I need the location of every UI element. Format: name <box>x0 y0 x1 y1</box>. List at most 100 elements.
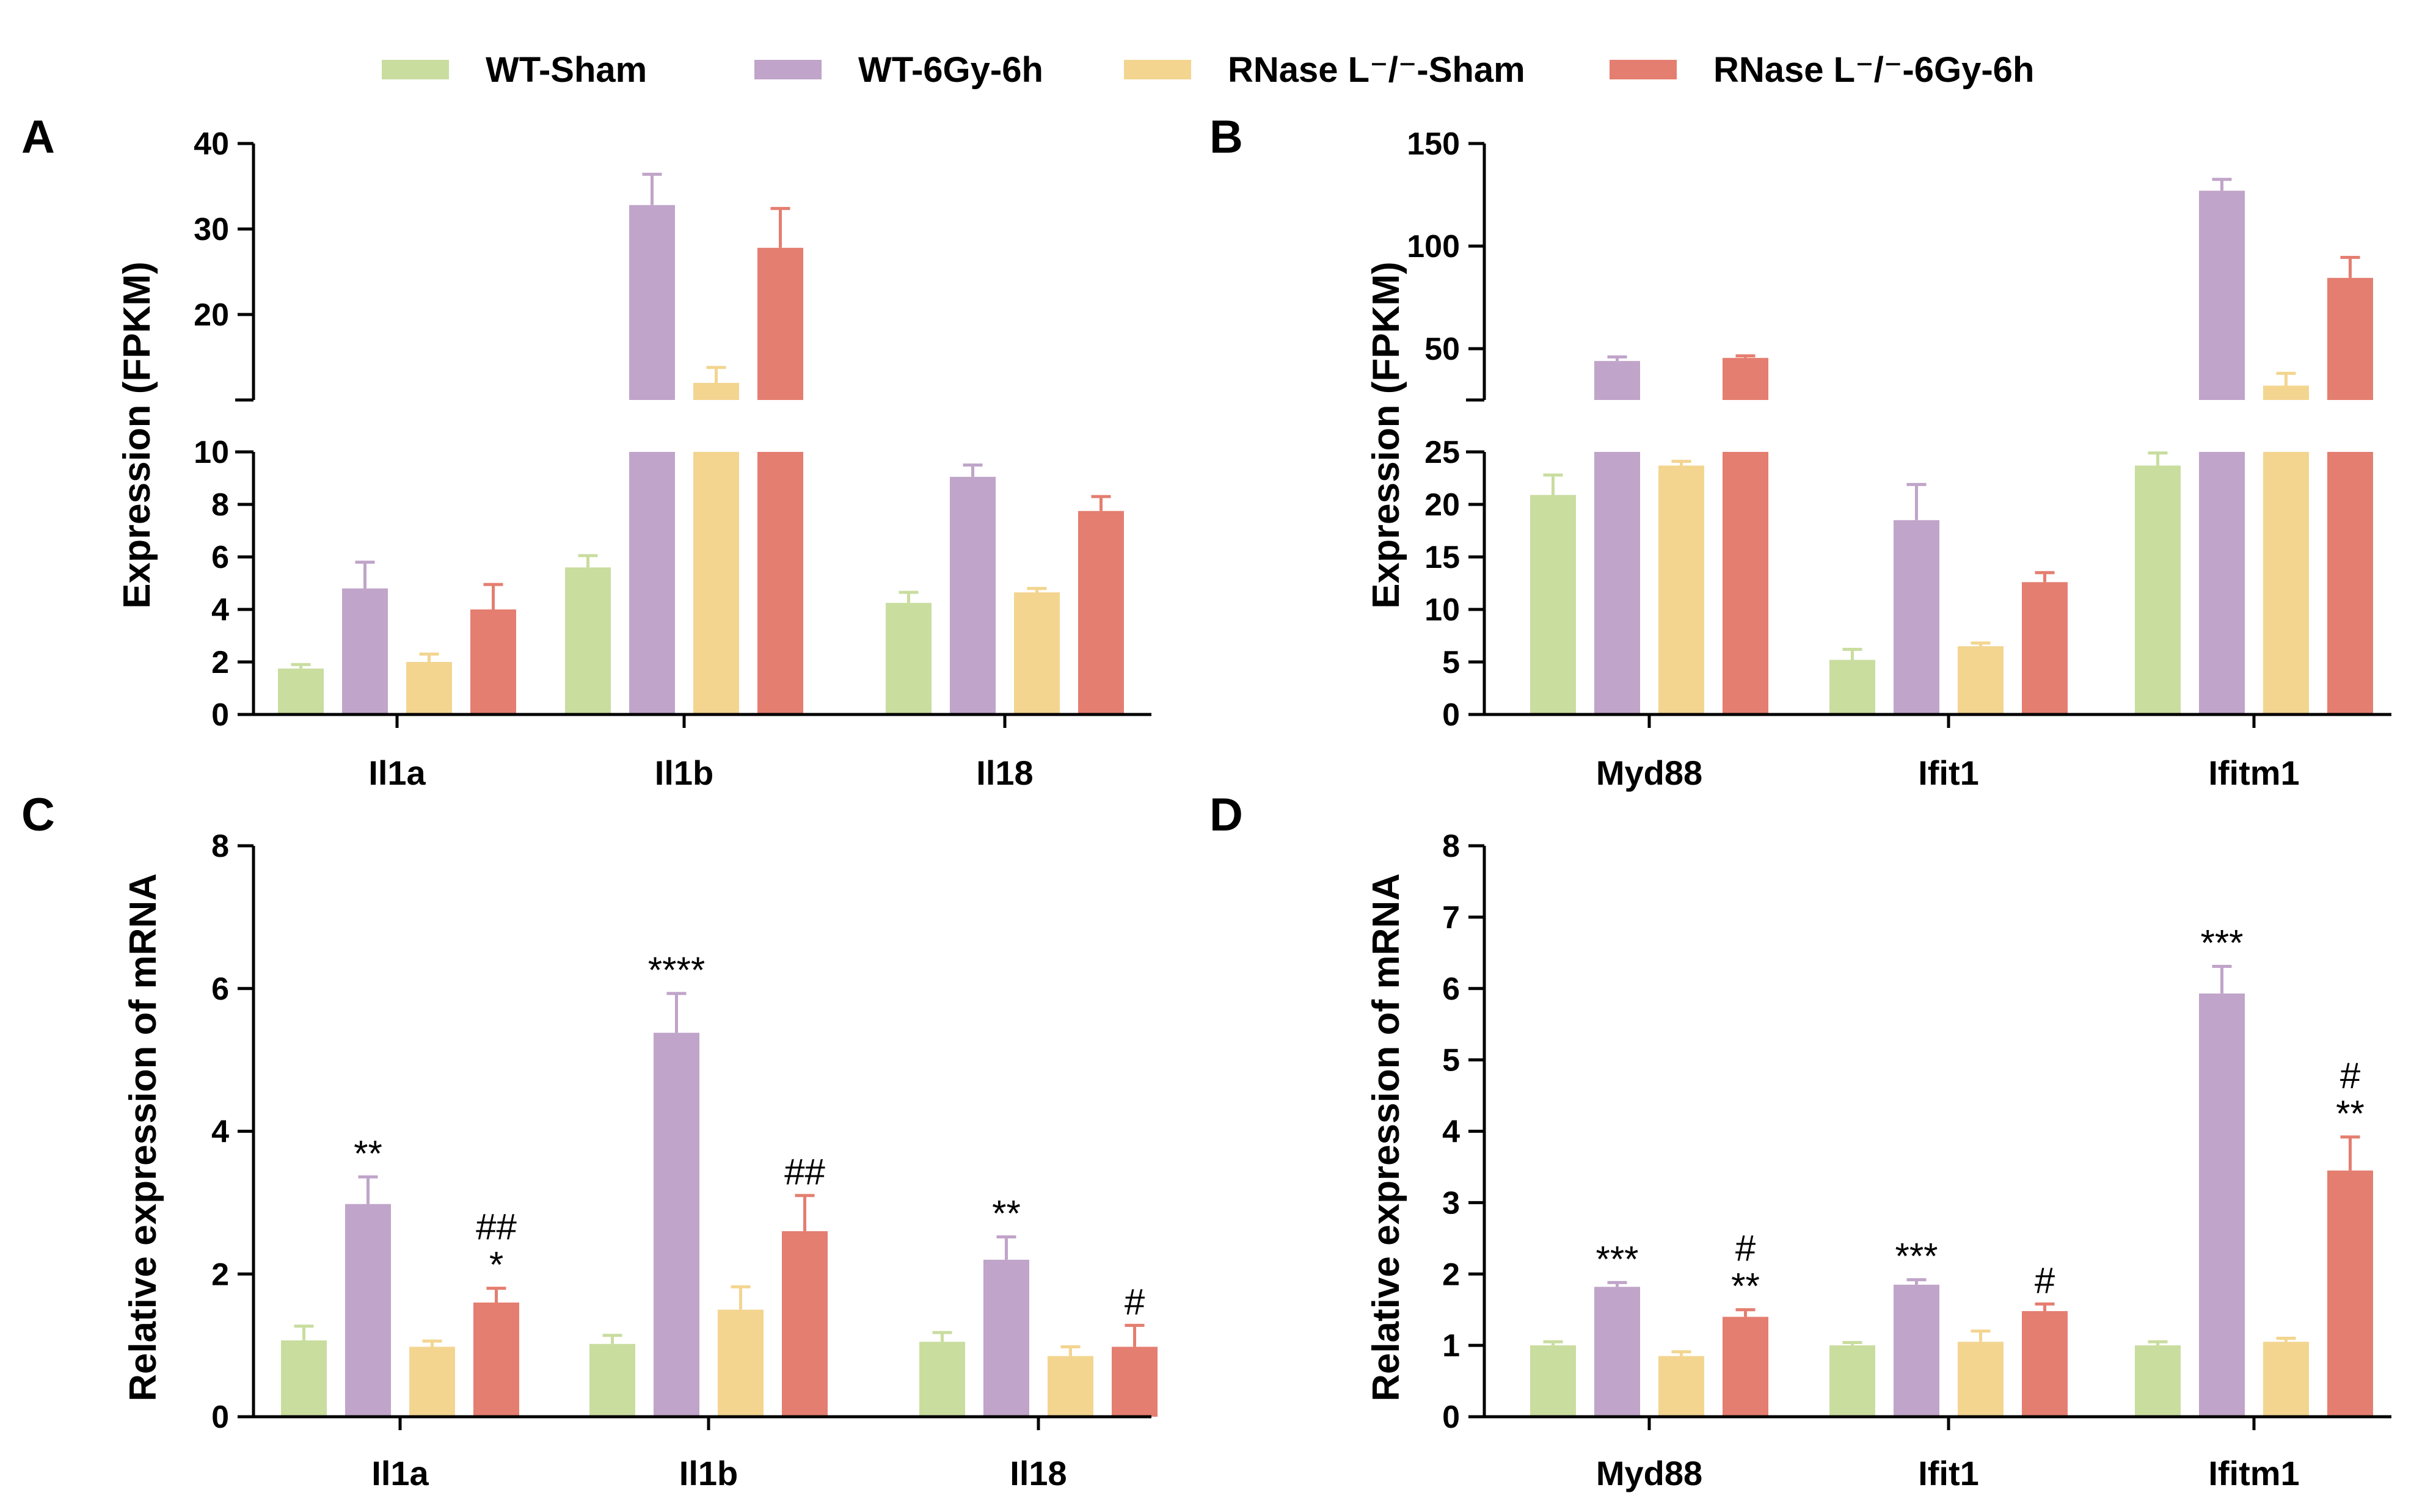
significance-mark: *** <box>1895 1236 1938 1277</box>
bar-rect <box>2327 1170 2373 1417</box>
y-tick-label: 6 <box>1442 972 1460 1007</box>
y-tick-label: 150 <box>1407 126 1460 162</box>
y-tick-label: 4 <box>1442 1114 1460 1150</box>
y-tick-label: 40 <box>194 126 229 162</box>
significance-mark: ** <box>2336 1093 2365 1134</box>
significance-mark: ** <box>992 1193 1021 1234</box>
bar <box>1112 1323 1158 1417</box>
significance-mark: # <box>2340 1055 2361 1096</box>
bar <box>565 554 611 714</box>
legend-item: WT-6Gy-6h <box>754 50 1043 90</box>
significance-mark: # <box>1735 1228 1756 1269</box>
bar <box>2199 965 2245 1417</box>
significance-mark: *** <box>2200 923 2243 964</box>
legend-label: RNase L⁻/⁻-6Gy-6h <box>1713 50 2034 90</box>
significance-mark: # <box>2035 1260 2055 1301</box>
significance-mark: *** <box>1595 1238 1638 1279</box>
y-tick-label: 30 <box>194 212 229 247</box>
legend-label: WT-Sham <box>486 50 647 90</box>
bar <box>718 1285 764 1417</box>
bar <box>278 663 324 714</box>
bar-rect <box>409 1347 455 1417</box>
category-label: Il1b <box>655 754 713 792</box>
bar <box>1658 459 1704 714</box>
legend-label: WT-6Gy-6h <box>858 50 1043 90</box>
bar-lower-segment <box>2327 452 2373 714</box>
y-tick-label: 7 <box>1442 900 1460 936</box>
bar <box>983 1235 1029 1417</box>
bar-lower-segment <box>342 588 388 714</box>
bar <box>919 1331 965 1417</box>
bar-upper-segment <box>2263 385 2309 400</box>
bar <box>1530 473 1576 714</box>
y-tick-label: 4 <box>211 1114 229 1150</box>
bar <box>345 1175 391 1417</box>
category-label: Ifitm1 <box>2208 754 2299 792</box>
bar-lower-segment <box>470 609 516 714</box>
y-tick-label: 4 <box>211 592 229 628</box>
bar <box>1958 1329 2004 1417</box>
bar <box>342 561 388 714</box>
significance-mark: ## <box>476 1207 517 1248</box>
bar-rect <box>1658 1356 1704 1417</box>
bar-rect <box>589 1343 635 1417</box>
bar <box>654 992 699 1417</box>
bar-rect <box>2199 993 2245 1417</box>
bar-lower-segment <box>1594 452 1640 714</box>
bar-lower-segment <box>629 452 675 714</box>
bar <box>1829 1340 1875 1417</box>
bar-lower-segment <box>757 452 803 714</box>
y-tick-label: 15 <box>1424 540 1460 575</box>
category-label: Ifit1 <box>1918 754 1979 792</box>
y-tick-label: 10 <box>194 435 229 470</box>
bar <box>2022 571 2068 714</box>
bar-lower-segment <box>1894 520 1939 714</box>
bar <box>409 1339 455 1417</box>
bar-lower-segment <box>1658 465 1704 714</box>
bar-upper-segment <box>629 205 675 400</box>
bar-lower-segment <box>2135 465 2181 714</box>
legend-swatch <box>1610 60 1677 79</box>
bar-rect <box>2263 1342 2309 1417</box>
panel-a: A 0 2 4 6 8 10 20 30 40 Il1a Il1b Il18 Expression (FP… <box>21 111 1151 792</box>
legend-label: RNase L⁻/⁻-Sham <box>1228 50 1525 90</box>
bar-rect <box>782 1231 828 1417</box>
bar <box>1894 1278 1939 1417</box>
category-label: Il18 <box>1010 1454 1067 1492</box>
bar-lower-segment <box>1078 511 1124 714</box>
bar <box>693 366 739 714</box>
bar-lower-segment <box>278 668 324 714</box>
bar <box>2327 255 2373 714</box>
bar-lower-segment <box>1014 592 1060 714</box>
y-tick-label: 1 <box>1442 1328 1460 1364</box>
bar-rect <box>1958 1342 2004 1417</box>
panel-letter: B <box>1209 111 1243 163</box>
y-tick-label: 2 <box>1442 1257 1460 1292</box>
y-tick-label: 3 <box>1442 1185 1460 1221</box>
bar-lower-segment <box>2022 582 2068 714</box>
significance-mark: ## <box>784 1152 825 1193</box>
category-label: Il18 <box>976 754 1033 792</box>
bar <box>2263 371 2309 714</box>
y-tick-label: 2 <box>211 645 229 680</box>
bar <box>1078 495 1124 714</box>
bar <box>1723 354 1768 714</box>
y-tick-label: 6 <box>211 972 229 1007</box>
bar-lower-segment <box>886 603 932 714</box>
panel-b: B 0 5 10 15 20 25 50 100 150 Myd88 Ifit1 Ifitm1 Expre… <box>1209 111 2391 792</box>
bar <box>2199 178 2245 714</box>
bar <box>1723 1308 1768 1417</box>
bar-lower-segment <box>2199 452 2245 714</box>
bar-lower-segment <box>565 567 611 714</box>
bar-rect <box>718 1309 764 1417</box>
category-label: Il1a <box>371 1454 429 1492</box>
bar-rect <box>2135 1345 2181 1417</box>
bar-rect <box>1530 1345 1576 1417</box>
bar-rect <box>2022 1311 2068 1417</box>
bar-lower-segment <box>1829 660 1875 714</box>
bar <box>2022 1302 2068 1417</box>
bar-lower-segment <box>950 476 996 714</box>
